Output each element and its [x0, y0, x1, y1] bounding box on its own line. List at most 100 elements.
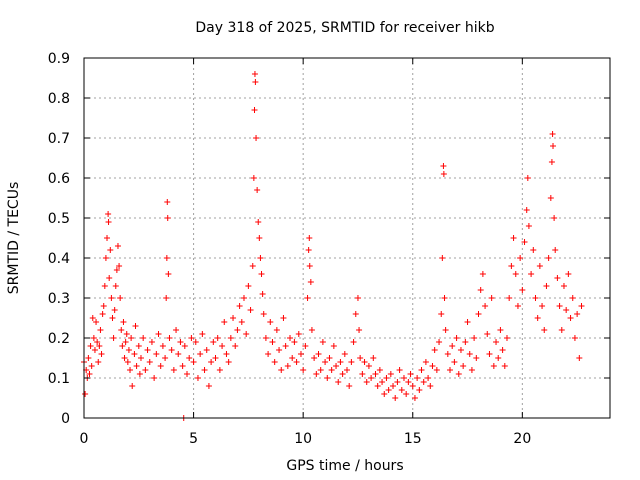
data-point — [260, 311, 267, 317]
x-tick-label: 15 — [404, 431, 422, 447]
data-point — [273, 327, 280, 333]
data-point — [297, 351, 304, 357]
data-point — [392, 395, 399, 401]
data-point — [348, 359, 355, 365]
data-point — [466, 351, 473, 357]
data-point — [252, 79, 259, 85]
data-point — [168, 347, 175, 353]
data-point — [238, 319, 245, 325]
data-point — [357, 355, 364, 361]
grid — [84, 58, 610, 418]
data-point — [370, 355, 377, 361]
data-point — [326, 355, 333, 361]
data-point — [352, 311, 359, 317]
data-point — [333, 363, 340, 369]
data-point — [490, 363, 497, 369]
data-point — [163, 295, 170, 301]
data-point — [93, 319, 100, 325]
data-point — [374, 383, 381, 389]
data-point — [477, 287, 484, 293]
data-point — [291, 339, 298, 345]
data-point — [425, 375, 432, 381]
data-point — [449, 343, 456, 349]
x-tick-label: 5 — [189, 431, 198, 447]
data-point — [396, 367, 403, 373]
data-point — [324, 375, 331, 381]
data-point — [464, 319, 471, 325]
data-point — [90, 335, 97, 341]
data-point — [462, 339, 469, 345]
data-point — [122, 339, 129, 345]
data-point — [486, 351, 493, 357]
data-point — [94, 339, 101, 345]
y-tick-label: 0.1 — [48, 371, 70, 387]
data-point — [295, 331, 302, 337]
data-point — [305, 247, 312, 253]
x-tick-label: 20 — [513, 431, 531, 447]
data-point — [258, 271, 265, 277]
data-point — [166, 335, 173, 341]
data-point — [493, 339, 500, 345]
data-point — [403, 391, 410, 397]
data-point — [339, 371, 346, 377]
data-point — [282, 343, 289, 349]
data-point — [359, 371, 366, 377]
data-point — [131, 351, 138, 357]
y-tick-label: 0.8 — [48, 91, 70, 107]
data-point — [230, 315, 237, 321]
y-axis-label: SRMTID / TECUs — [6, 182, 22, 295]
data-point — [137, 355, 144, 361]
data-point — [104, 235, 111, 241]
data-point — [114, 243, 121, 249]
data-point — [539, 303, 546, 309]
data-point — [420, 379, 427, 385]
data-point — [192, 339, 199, 345]
data-point — [453, 335, 460, 341]
data-point — [565, 271, 572, 277]
data-point — [124, 359, 131, 365]
data-point — [304, 295, 311, 301]
data-point — [257, 255, 264, 261]
data-point — [113, 267, 120, 273]
data-point — [394, 379, 401, 385]
data-point — [125, 347, 132, 353]
data-point — [146, 359, 153, 365]
data-point — [554, 275, 561, 281]
data-point — [350, 339, 357, 345]
data-point — [457, 347, 464, 353]
data-point — [571, 335, 578, 341]
data-point — [234, 327, 241, 333]
data-point — [444, 351, 451, 357]
data-point — [514, 303, 521, 309]
data-point — [567, 315, 574, 321]
data-point — [418, 367, 425, 373]
data-point — [175, 351, 182, 357]
y-tick-label: 0.4 — [48, 251, 70, 267]
data-point — [87, 343, 94, 349]
data-point — [250, 175, 257, 181]
data-point — [162, 355, 169, 361]
data-point — [276, 347, 283, 353]
data-point — [442, 327, 449, 333]
data-point — [212, 355, 219, 361]
data-point — [190, 359, 197, 365]
data-point — [262, 335, 269, 341]
data-point — [508, 263, 515, 269]
data-point — [91, 347, 98, 353]
data-point — [159, 343, 166, 349]
data-point — [97, 327, 104, 333]
y-tick-label: 0.9 — [48, 51, 70, 67]
data-point — [221, 319, 228, 325]
data-point — [259, 291, 266, 297]
data-point — [181, 343, 188, 349]
data-point — [541, 327, 548, 333]
data-point — [422, 359, 429, 365]
data-point — [253, 135, 260, 141]
data-point — [308, 327, 315, 333]
data-point — [560, 283, 567, 289]
data-point — [574, 311, 581, 317]
data-point — [547, 195, 554, 201]
y-tick-label: 0 — [61, 411, 70, 427]
data-point — [112, 283, 119, 289]
data-point — [109, 315, 116, 321]
